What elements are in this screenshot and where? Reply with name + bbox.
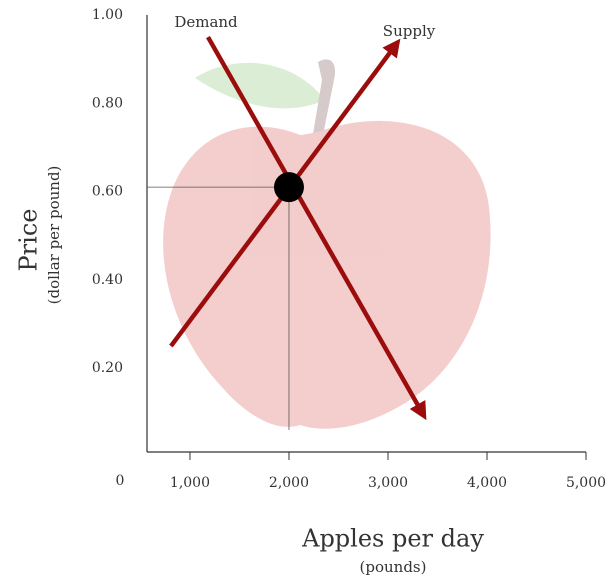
x-axis-subtitle: (pounds) bbox=[360, 558, 427, 576]
y-tick-label: 0.20 bbox=[92, 360, 123, 376]
x-tick-label: 2,000 bbox=[269, 475, 309, 491]
x-tick-label: 3,000 bbox=[368, 475, 408, 491]
equilibrium-point bbox=[273, 172, 304, 203]
x-tick-label: 4,000 bbox=[467, 475, 507, 491]
y-tick-label: 0.80 bbox=[92, 95, 123, 111]
y-axis-title: Price bbox=[15, 209, 43, 272]
y-tick-label: 0.60 bbox=[92, 184, 123, 200]
x-axis-title: Apples per day bbox=[301, 525, 484, 553]
series-label: Demand bbox=[174, 13, 238, 31]
y-axis-subtitle: (dollar per pound) bbox=[45, 166, 63, 305]
y-tick-label: 0.40 bbox=[92, 272, 123, 288]
origin-label: 0 bbox=[116, 473, 125, 489]
x-tick-label: 5,000 bbox=[566, 475, 606, 491]
y-tick-label: 1.00 bbox=[92, 7, 123, 23]
series-line bbox=[206, 35, 427, 421]
x-tick-label: 1,000 bbox=[170, 475, 210, 491]
series-label: Supply bbox=[383, 22, 436, 40]
